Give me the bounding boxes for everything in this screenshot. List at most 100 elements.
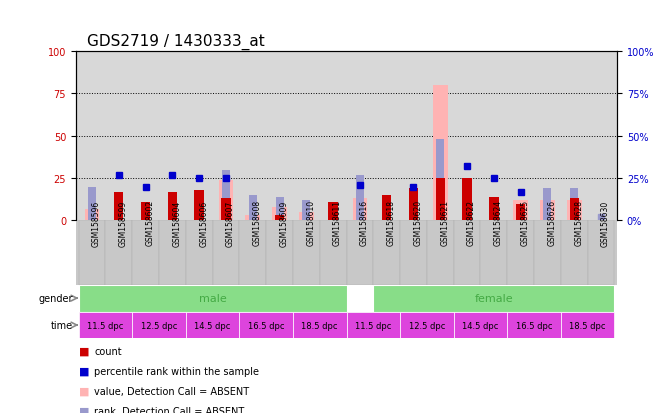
Bar [293,312,346,339]
Bar [132,221,159,285]
Bar [534,221,561,285]
Bar [453,312,508,339]
Bar [302,201,310,221]
Bar [567,201,581,221]
Text: GSM158624: GSM158624 [494,200,503,246]
Text: 11.5 dpc: 11.5 dpc [355,321,391,330]
Text: GDS2719 / 1430333_at: GDS2719 / 1430333_at [86,34,265,50]
Bar [213,221,240,285]
Bar [132,312,185,339]
Text: 16.5 dpc: 16.5 dpc [248,321,284,330]
Bar [266,221,293,285]
Text: ■: ■ [79,346,90,356]
Bar [159,221,185,285]
Bar [561,221,587,285]
Text: 16.5 dpc: 16.5 dpc [516,321,552,330]
Text: GSM158596: GSM158596 [92,200,101,246]
Bar [463,178,472,221]
Text: GSM158616: GSM158616 [360,200,369,246]
Text: percentile rank within the sample: percentile rank within the sample [94,366,259,376]
Bar [570,189,578,221]
Bar [249,196,257,221]
Text: 18.5 dpc: 18.5 dpc [302,321,338,330]
Bar [352,199,367,221]
Text: gender: gender [38,293,73,304]
Text: 18.5 dpc: 18.5 dpc [570,321,606,330]
Bar [185,312,240,339]
Bar [508,221,534,285]
Bar [240,312,293,339]
Bar [168,192,177,221]
Bar [427,221,453,285]
Bar [84,209,100,221]
Bar [561,312,614,339]
Bar [513,201,528,221]
Text: GSM158606: GSM158606 [199,200,208,246]
Bar [453,221,480,285]
Bar [275,197,284,221]
Text: GSM158618: GSM158618 [387,200,396,246]
Bar [374,285,614,312]
Bar [106,221,132,285]
Text: GSM158610: GSM158610 [306,200,315,246]
Bar [319,221,346,285]
Text: GSM158625: GSM158625 [521,200,529,246]
Bar [114,192,123,221]
Text: 12.5 dpc: 12.5 dpc [409,321,445,330]
Bar [382,196,391,221]
Bar [346,221,374,285]
Bar [436,140,444,221]
Bar [222,170,230,221]
Text: GSM158602: GSM158602 [146,200,154,246]
Bar [436,178,445,221]
Text: 11.5 dpc: 11.5 dpc [87,321,123,330]
Bar [329,202,338,221]
Text: value, Detection Call = ABSENT: value, Detection Call = ABSENT [94,386,249,396]
Bar [88,187,96,221]
Text: GSM158609: GSM158609 [280,200,288,246]
Bar [141,202,150,221]
Bar [508,312,561,339]
Bar [587,221,614,285]
Bar [540,201,555,221]
Bar [275,216,284,221]
Bar [79,312,132,339]
Text: GSM158608: GSM158608 [253,200,262,246]
Bar [374,221,400,285]
Bar [489,197,498,221]
Text: 14.5 dpc: 14.5 dpc [462,321,499,330]
Text: time: time [50,320,73,330]
Bar [246,216,260,221]
Bar [299,212,314,221]
Text: count: count [94,346,122,356]
Bar [240,221,266,285]
Text: female: female [475,293,513,304]
Bar [79,221,106,285]
Text: GSM158599: GSM158599 [119,200,128,246]
Bar [570,199,579,221]
Bar [185,221,213,285]
Text: GSM158604: GSM158604 [172,200,182,246]
Bar [400,312,453,339]
Text: GSM158622: GSM158622 [467,200,476,246]
Text: ■: ■ [79,386,90,396]
Text: 14.5 dpc: 14.5 dpc [194,321,231,330]
Bar [516,204,525,221]
Text: GSM158611: GSM158611 [333,200,342,246]
Bar [480,221,508,285]
Bar [409,189,418,221]
Text: GSM158621: GSM158621 [440,200,449,246]
Bar [272,207,287,221]
Text: GSM158626: GSM158626 [547,200,556,246]
Bar [543,189,552,221]
Text: 12.5 dpc: 12.5 dpc [141,321,177,330]
Text: GSM158620: GSM158620 [413,200,422,246]
Bar [346,312,400,339]
Text: male: male [199,293,226,304]
Bar [195,190,204,221]
Bar [293,221,319,285]
Bar [218,180,233,221]
Bar [356,175,364,221]
Bar [433,85,447,221]
Text: GSM158628: GSM158628 [574,200,583,246]
